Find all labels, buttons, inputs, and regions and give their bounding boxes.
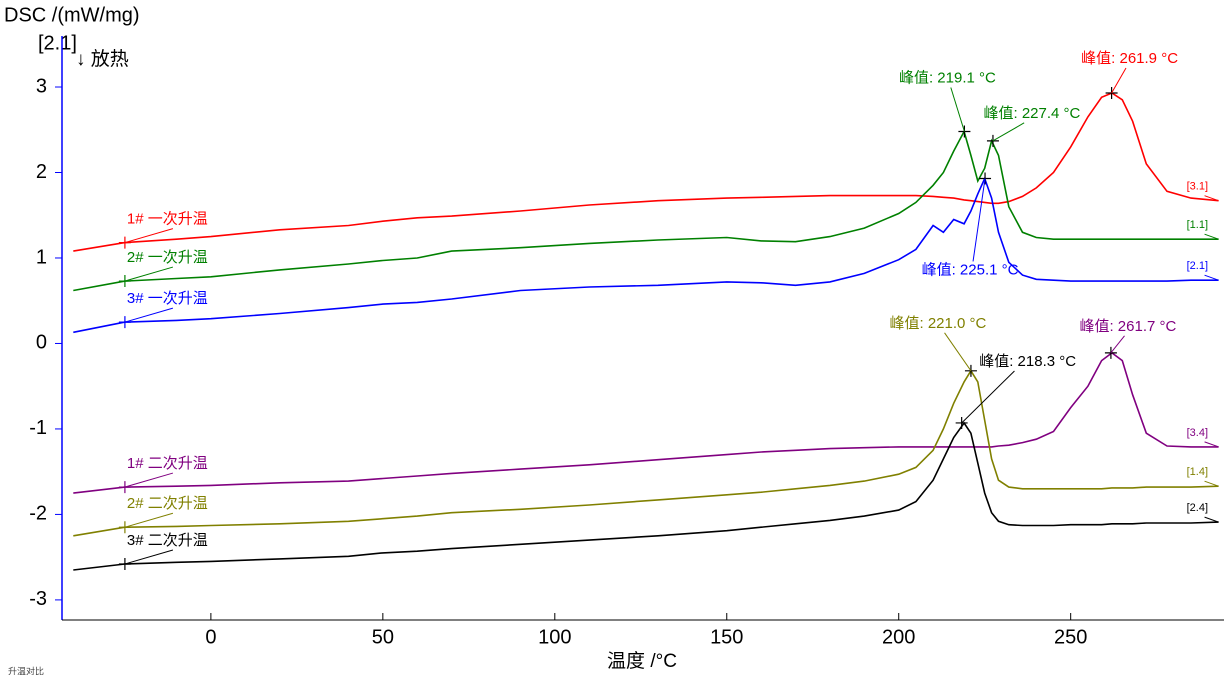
annotation-leader <box>972 178 986 262</box>
series-line <box>73 92 1219 252</box>
y-tick-label: -3 <box>29 588 47 610</box>
annotation: 峰值: 218.3 °C <box>979 353 1076 370</box>
footer: 升温对比 <box>8 665 44 675</box>
annotation: 峰值: 261.9 °C <box>1081 50 1178 67</box>
y-tick-label: -1 <box>29 417 47 439</box>
y-tick-label: 3 <box>36 75 47 97</box>
marker <box>118 236 131 249</box>
series-label: 2# 二次升温 <box>127 495 208 512</box>
end-leader <box>1204 516 1219 523</box>
marker <box>1104 346 1117 359</box>
annotation-leader <box>992 122 1025 142</box>
end-label: [2.1] <box>1187 260 1208 272</box>
annotation: 峰值: 225.1 °C <box>922 261 1019 278</box>
series-line <box>73 369 1219 537</box>
series-line <box>73 351 1219 494</box>
series-line <box>73 421 1219 571</box>
x-tick-label: 50 <box>372 626 394 648</box>
exo-label: ↓ 放热 <box>76 48 129 70</box>
label-leader <box>124 472 174 488</box>
series-label: 1# 二次升温 <box>127 455 208 472</box>
x-tick-label: 100 <box>538 626 571 648</box>
label-leader <box>124 266 174 282</box>
axis-tag: [2.1] <box>38 32 77 54</box>
annotation-leader <box>950 87 965 132</box>
annotation: 峰值: 221.0 °C <box>890 315 987 332</box>
y-axis-label: DSC /(mW/mg) <box>4 4 140 26</box>
end-label: [3.4] <box>1187 427 1208 439</box>
series-line <box>73 129 1219 292</box>
annotation-leader <box>961 370 1015 424</box>
annotation: 峰值: 227.4 °C <box>984 105 1081 122</box>
x-tick-label: 200 <box>882 626 915 648</box>
label-leader <box>124 307 174 323</box>
x-tick-label: 150 <box>710 626 743 648</box>
series-line <box>73 176 1219 334</box>
end-label: [2.4] <box>1187 502 1208 514</box>
end-label: [1.1] <box>1187 219 1208 231</box>
y-tick-label: 1 <box>36 246 47 268</box>
end-leader <box>1204 480 1219 487</box>
y-tick-label: 2 <box>36 161 47 183</box>
series-label: 3# 一次升温 <box>127 290 208 307</box>
label-leader <box>124 512 174 528</box>
marker <box>1105 86 1118 99</box>
end-leader <box>1204 274 1219 281</box>
marker <box>118 481 131 494</box>
annotation-leader <box>1110 335 1125 354</box>
series-label: 2# 一次升温 <box>127 249 208 266</box>
label-leader <box>124 549 174 565</box>
y-tick-label: 0 <box>36 332 47 354</box>
marker <box>986 134 999 147</box>
end-label: [1.4] <box>1187 466 1208 478</box>
label-leader <box>124 228 174 244</box>
end-leader <box>1204 441 1219 448</box>
annotation-leader <box>944 332 972 372</box>
y-tick-label: -2 <box>29 503 47 525</box>
series-label: 3# 二次升温 <box>127 532 208 549</box>
annotation: 峰值: 261.7 °C <box>1079 318 1176 335</box>
end-label: [3.1] <box>1187 181 1208 193</box>
marker <box>118 316 131 329</box>
end-leader <box>1204 195 1219 202</box>
annotation: 峰值: 219.1 °C <box>899 69 996 86</box>
marker <box>118 275 131 288</box>
end-leader <box>1204 233 1219 240</box>
annotation-leader <box>1111 67 1127 94</box>
x-tick-label: 250 <box>1054 626 1087 648</box>
x-axis-label: 温度 /°C <box>607 650 677 672</box>
x-tick-label: 0 <box>205 626 216 648</box>
series-label: 1# 一次升温 <box>127 211 208 228</box>
